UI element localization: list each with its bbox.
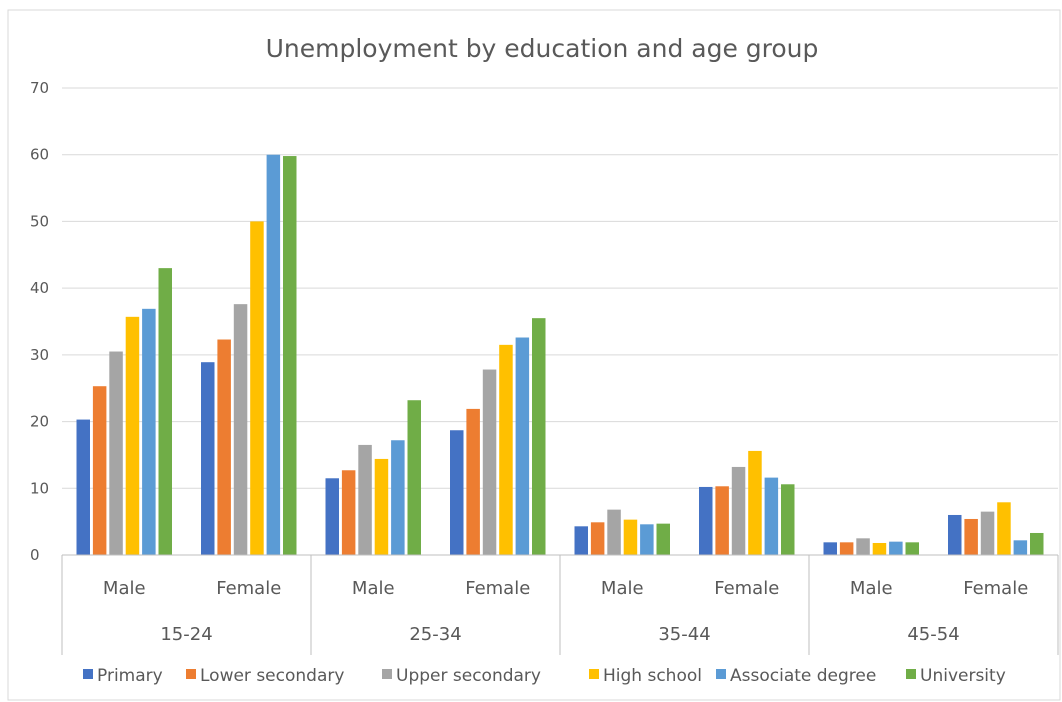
- bar-associate-degree-25-34-female: [515, 337, 530, 555]
- bar-high-school-35-44-female: [748, 450, 762, 555]
- bar-lower-secondary-45-54-female: [964, 518, 978, 555]
- bar-lower-secondary-15-24-female: [217, 339, 231, 555]
- category-label: Female: [963, 578, 1028, 599]
- legend-label: University: [920, 666, 1006, 686]
- bar-upper-secondary-35-44-female: [731, 466, 746, 555]
- bar-university-15-24-female: [283, 156, 297, 555]
- bar-university-45-54-female: [1030, 532, 1044, 555]
- bar-primary-35-44-female: [699, 486, 713, 555]
- bar-associate-degree-15-24-female: [266, 154, 281, 555]
- bar-primary-25-34-male: [325, 478, 339, 555]
- legend-label: Primary: [97, 666, 163, 686]
- legend-swatch-upper-secondary: [382, 669, 392, 679]
- group-label: 45-54: [907, 624, 959, 645]
- bar-primary-45-54-female: [948, 514, 962, 555]
- bar-university-35-44-female: [781, 484, 795, 555]
- bar-high-school-35-44-male: [623, 519, 638, 555]
- y-tick-label: 60: [30, 146, 49, 164]
- legend-label: Lower secondary: [200, 666, 344, 686]
- bar-upper-secondary-15-24-male: [109, 351, 123, 555]
- bar-lower-secondary-35-44-female: [715, 486, 729, 555]
- legend-swatch-high-school: [589, 669, 599, 679]
- bar-high-school-15-24-male: [125, 316, 140, 555]
- group-label: 15-24: [160, 624, 212, 645]
- bar-associate-degree-35-44-female: [764, 477, 779, 555]
- bar-primary-45-54-male: [823, 542, 837, 555]
- bar-primary-15-24-female: [201, 362, 215, 555]
- bar-associate-degree-25-34-male: [391, 440, 405, 555]
- bar-high-school-45-54-male: [872, 542, 887, 555]
- y-tick-label: 10: [30, 479, 49, 497]
- bar-university-25-34-male: [407, 400, 421, 555]
- legend-swatch-associate-degree: [716, 669, 726, 679]
- bar-upper-secondary-15-24-female: [233, 304, 248, 555]
- bar-upper-secondary-45-54-male: [856, 538, 870, 555]
- bar-upper-secondary-45-54-female: [980, 511, 995, 555]
- bar-high-school-25-34-female: [499, 344, 513, 555]
- bar-associate-degree-35-44-male: [640, 524, 654, 555]
- bar-primary-25-34-female: [450, 430, 464, 555]
- bar-university-25-34-female: [532, 318, 546, 555]
- legend-label: High school: [603, 666, 702, 686]
- bar-associate-degree-15-24-male: [142, 308, 156, 555]
- y-tick-label: 20: [30, 413, 49, 431]
- y-tick-label: 70: [30, 79, 49, 97]
- category-label: Male: [850, 578, 893, 599]
- bar-high-school-15-24-female: [250, 221, 264, 555]
- legend: Primary Lower secondary Upper secondary Hig…: [83, 666, 1006, 686]
- category-label: Male: [352, 578, 395, 599]
- x-axis: Male Female 15-24 Male Female 25-34 Male Female…: [61, 554, 1059, 655]
- bar-upper-secondary-35-44-male: [607, 509, 621, 555]
- bar-primary-15-24-male: [76, 419, 90, 555]
- y-axis-ticks: 0 10 20 30 40 50 60 70: [30, 79, 49, 564]
- y-tick-label: 30: [30, 346, 49, 364]
- bar-university-35-44-male: [656, 523, 670, 555]
- bars: [76, 154, 1044, 555]
- bar-high-school-45-54-female: [997, 502, 1011, 555]
- category-label: Female: [465, 578, 530, 599]
- group-label: 35-44: [658, 624, 710, 645]
- legend-swatch-primary: [83, 669, 93, 679]
- bar-university-45-54-male: [905, 542, 919, 555]
- category-label: Male: [601, 578, 644, 599]
- chart-title: Unemployment by education and age group: [266, 34, 819, 63]
- bar-lower-secondary-35-44-male: [590, 522, 605, 555]
- bar-upper-secondary-25-34-female: [482, 369, 497, 555]
- bar-university-15-24-male: [158, 268, 172, 555]
- group-label: 25-34: [409, 624, 461, 645]
- bar-lower-secondary-45-54-male: [839, 542, 854, 555]
- category-label: Male: [103, 578, 146, 599]
- bar-lower-secondary-25-34-female: [466, 408, 480, 555]
- bar-lower-secondary-15-24-male: [92, 386, 107, 555]
- y-tick-label: 0: [30, 546, 40, 564]
- bar-high-school-25-34-male: [374, 458, 389, 555]
- bar-upper-secondary-25-34-male: [358, 444, 372, 555]
- bar-associate-degree-45-54-male: [889, 541, 903, 555]
- bar-lower-secondary-25-34-male: [341, 470, 356, 555]
- category-label: Female: [714, 578, 779, 599]
- legend-swatch-lower-secondary: [186, 669, 196, 679]
- legend-swatch-university: [906, 669, 916, 679]
- legend-label: Upper secondary: [396, 666, 541, 686]
- y-tick-label: 50: [30, 212, 49, 230]
- y-tick-label: 40: [30, 279, 49, 297]
- legend-label: Associate degree: [730, 666, 876, 686]
- category-label: Female: [216, 578, 281, 599]
- bar-associate-degree-45-54-female: [1013, 540, 1028, 555]
- bar-primary-35-44-male: [574, 526, 588, 555]
